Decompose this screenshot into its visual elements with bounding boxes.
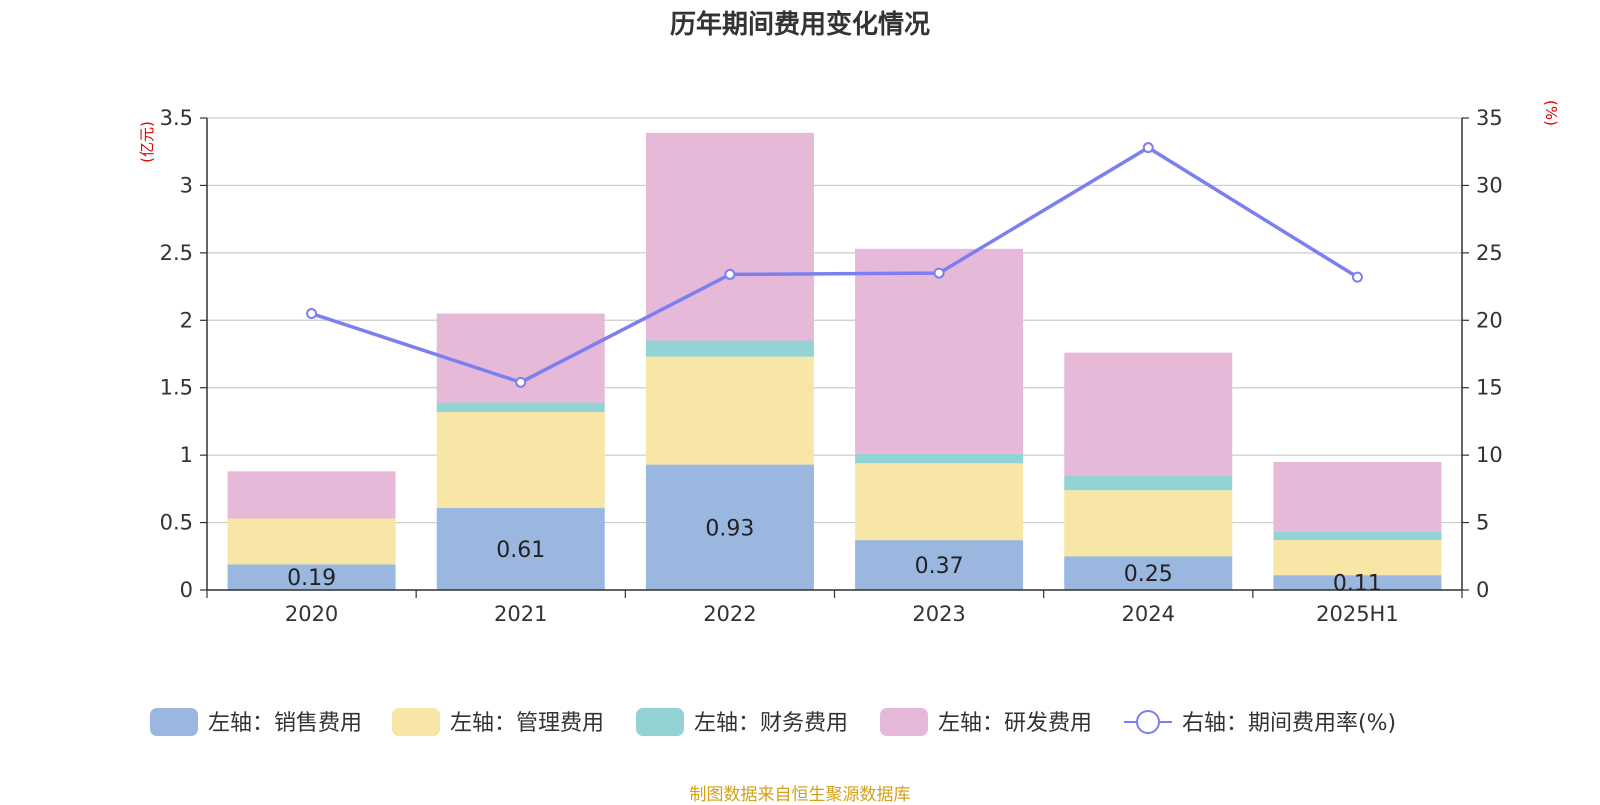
right-axis-tick-label: 5 xyxy=(1476,511,1489,535)
legend-label: 右轴：期间费用率(%) xyxy=(1182,711,1396,736)
left-axis-unit-label: (亿元) xyxy=(138,121,156,163)
legend: 左轴：销售费用 左轴：管理费用 左轴：财务费用 左轴：研发费用 右轴：期间费用率(%) xyxy=(150,708,1396,736)
right-axis-tick-label: 20 xyxy=(1476,308,1503,332)
left-axis-tick-label: 1 xyxy=(180,443,193,467)
bar-segment xyxy=(1273,461,1442,533)
bar-segment xyxy=(1273,532,1442,541)
bar-segment xyxy=(1064,352,1233,476)
left-axis-tick-label: 1.5 xyxy=(160,376,193,400)
axes: 0 0.5 1 1.5 2 2.5 3 3.5 0 5 10 15 20 25 30 35 2020 2021 20… xyxy=(138,100,1560,626)
bar-data-label: 0.25 xyxy=(1124,562,1173,587)
legend-swatch xyxy=(880,708,928,736)
bar-segment xyxy=(227,564,396,590)
expense-rate-point xyxy=(1351,271,1363,283)
left-axis-tick-label: 0 xyxy=(180,578,193,602)
left-axis-tick-label: 2 xyxy=(180,308,193,332)
bar-segment xyxy=(1273,540,1442,576)
bar-segment xyxy=(855,463,1024,541)
left-axis-tick-label: 0.5 xyxy=(160,511,193,535)
expense-rate-point xyxy=(1142,142,1154,154)
bar-segment xyxy=(645,340,814,357)
bar-segment xyxy=(855,248,1024,454)
data-labels: 0.19 0.61 0.93 0.37 0.25 0.11 xyxy=(287,516,1382,596)
right-axis-tick-label: 35 xyxy=(1476,106,1503,130)
bar-data-label: 0.37 xyxy=(915,554,964,579)
right-axis-tick-label: 30 xyxy=(1476,173,1503,197)
bar-segment xyxy=(227,518,396,565)
bar-segment xyxy=(1273,575,1442,590)
x-axis-tick-label: 2021 xyxy=(494,602,547,626)
x-axis-tick-label: 2024 xyxy=(1122,602,1175,626)
left-axis-tick-label: 3.5 xyxy=(160,106,193,130)
bar-segment xyxy=(855,540,1024,590)
bar-segment xyxy=(645,464,814,590)
legend-label: 左轴：财务费用 xyxy=(694,711,848,736)
bar-data-label: 0.61 xyxy=(496,538,545,563)
stacked-bars xyxy=(227,132,1442,590)
bar-segment xyxy=(855,453,1024,464)
bar-data-label: 0.93 xyxy=(705,516,754,541)
right-axis-tick-label: 10 xyxy=(1476,443,1503,467)
right-axis-tick-label: 25 xyxy=(1476,241,1503,265)
bar-data-label: 0.19 xyxy=(287,566,336,591)
legend-label: 左轴：研发费用 xyxy=(938,711,1092,736)
legend-label: 左轴：销售费用 xyxy=(208,711,362,736)
right-axis-unit-label: (%) xyxy=(1542,100,1560,126)
legend-marker xyxy=(1136,710,1160,734)
source-note: 制图数据来自恒生聚源数据库 xyxy=(689,785,911,805)
expense-rate-point xyxy=(724,268,736,280)
left-axis-tick-label: 2.5 xyxy=(160,241,193,265)
right-axis-tick-label: 0 xyxy=(1476,578,1489,602)
bar-segment xyxy=(227,471,396,519)
expense-rate-polyline xyxy=(311,145,1359,385)
bar-segment xyxy=(1064,490,1233,557)
legend-swatch xyxy=(392,708,440,736)
expense-rate-point xyxy=(306,308,318,320)
bar-segment xyxy=(436,507,605,590)
legend-label: 左轴：管理费用 xyxy=(450,711,604,736)
expense-rate-line xyxy=(306,142,1363,388)
x-axis-tick-label: 2022 xyxy=(703,602,756,626)
chart-title: 历年期间费用变化情况 xyxy=(669,10,930,40)
bar-segment xyxy=(645,132,814,341)
bar-segment xyxy=(1064,475,1233,491)
x-axis-tick-label: 2020 xyxy=(285,602,338,626)
expense-rate-point xyxy=(515,376,527,388)
x-axis-tick-label: 2025H1 xyxy=(1316,602,1399,626)
bar-segment xyxy=(645,356,814,465)
bar-data-label: 0.11 xyxy=(1333,572,1382,597)
x-axis-tick-label: 2023 xyxy=(912,602,965,626)
right-axis-tick-label: 15 xyxy=(1476,376,1503,400)
bar-segment xyxy=(1064,556,1233,590)
bar-segment xyxy=(436,411,605,508)
bar-segment xyxy=(436,313,605,403)
left-axis-tick-label: 3 xyxy=(180,173,193,197)
legend-swatch xyxy=(636,708,684,736)
bar-segment xyxy=(436,402,605,412)
legend-swatch xyxy=(150,708,198,736)
expense-rate-point xyxy=(933,267,945,279)
